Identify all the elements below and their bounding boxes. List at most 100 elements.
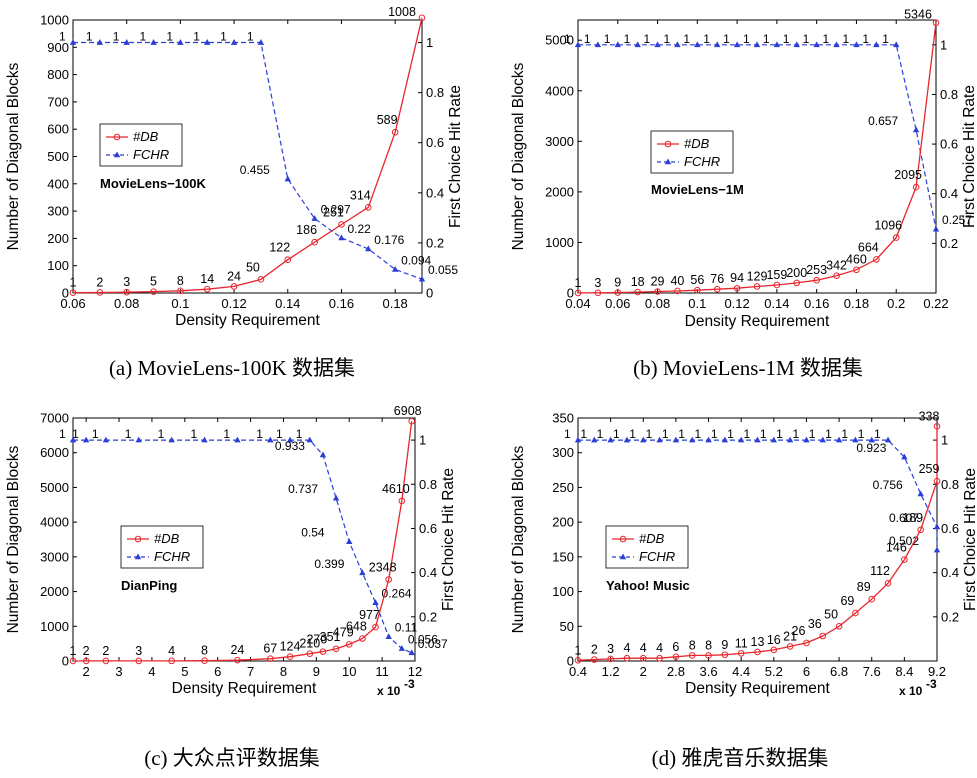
y-left-tick-label: 400 [47, 176, 69, 191]
fchr-point [372, 599, 379, 605]
db-point [391, 128, 399, 136]
fchr-data-label: 1 [858, 427, 865, 441]
db-data-label: 8 [689, 638, 696, 652]
y-left-tick-label: 100 [47, 258, 69, 273]
fchr-point [306, 436, 313, 443]
fchr-point [574, 41, 582, 48]
db-data-label: 2 [96, 275, 103, 289]
x-tick-label: 0.14 [764, 296, 789, 311]
y-right-tick-label: 0.4 [941, 565, 959, 580]
fchr-point [640, 436, 647, 443]
y-left-tick-label: 800 [47, 67, 69, 82]
legend: #DB FCHR [120, 525, 204, 569]
db-point [835, 622, 843, 630]
db-data-label: 76 [710, 272, 724, 286]
panel-caption: (b) MovieLens-1M 数据集 [633, 356, 863, 380]
db-point [884, 579, 892, 587]
x-tick-label: 0.12 [724, 296, 749, 311]
chart-panel-3: 2 3 4 5 6 7 8 9 10 11 1201000200030004000500060007… [5, 404, 457, 770]
fchr-data-label: 1 [776, 427, 783, 441]
fchr-data-label: 1 [743, 32, 750, 46]
fchr-point [868, 436, 875, 443]
y-right-tick-label: 1 [941, 433, 948, 448]
legend-db-marker [134, 535, 142, 543]
y-left-tick-label: 350 [552, 411, 574, 426]
x-tick-label: 7 [247, 664, 254, 679]
x-tick-label: 6.8 [830, 664, 848, 679]
db-point [733, 284, 741, 292]
db-point [69, 289, 77, 297]
fchr-point [853, 41, 860, 48]
y-left-tick-label: 900 [47, 40, 69, 55]
fchr-point [737, 436, 745, 443]
fchr-data-label: 1 [744, 427, 751, 441]
db-point [713, 285, 721, 293]
fchr-data-label: 1 [140, 30, 147, 44]
x-tick-label: 0.04 [565, 296, 590, 311]
y-right-tick-label: 0.8 [941, 477, 959, 492]
fchr-point [803, 436, 810, 443]
x-axis-label: Density Requirement [175, 312, 320, 329]
fchr-data-label: 0.756 [873, 478, 903, 492]
db-data-label: 186 [296, 223, 317, 237]
y-right-tick-label: 0.2 [941, 609, 959, 624]
fchr-data-label: 1 [644, 32, 651, 46]
x-tick-label: 4.4 [732, 664, 750, 679]
db-point [385, 576, 392, 583]
fchr-data-label: 1 [597, 427, 604, 441]
fchr-data-label: 0.176 [374, 233, 404, 247]
fchr-data-label: 1 [842, 32, 849, 46]
db-data-label: 40 [670, 274, 684, 288]
fchr-point [813, 41, 820, 48]
fchr-point [672, 436, 680, 443]
fchr-data-label: 1 [220, 30, 227, 44]
legend-db-marker [619, 535, 627, 543]
y-left-axis-label: Number of Diagonal Blocks [5, 62, 22, 250]
db-point [594, 289, 602, 297]
db-data-label: 351 [320, 630, 341, 644]
fchr-point [614, 41, 621, 48]
x-tick-label: 0.16 [329, 296, 354, 311]
fchr-point [408, 649, 415, 656]
fchr-point [418, 275, 426, 282]
x-tick-label: 0.08 [645, 296, 670, 311]
fchr-data-label: 1 [158, 427, 165, 441]
fchr-point [773, 41, 781, 48]
db-data-label: 6908 [394, 404, 422, 418]
y-left-tick-label: 0 [567, 286, 574, 301]
y-left-tick-label: 7000 [40, 411, 69, 426]
db-data-label: 342 [826, 259, 847, 273]
fchr-data-label: 1 [564, 427, 571, 441]
fchr-data-label: 1 [580, 427, 587, 441]
db-data-label: 2 [102, 644, 109, 658]
db-point [230, 283, 238, 290]
fchr-point [346, 538, 353, 545]
db-data-label: 18 [631, 275, 645, 289]
db-data-label: 159 [766, 268, 787, 282]
db-point [267, 655, 274, 662]
db-data-label: 94 [730, 271, 744, 285]
db-point [286, 653, 294, 660]
db-data-label: 50 [824, 607, 838, 621]
fchr-data-label: 1 [803, 32, 810, 46]
db-data-label: 1008 [388, 5, 416, 19]
db-point [607, 655, 614, 663]
fchr-point [933, 523, 941, 530]
fchr-data-label: 1 [662, 427, 669, 441]
panel-caption: (d) 雅虎音乐数据集 [652, 746, 829, 770]
db-data-label: 4 [168, 644, 175, 658]
db-data-label: 4 [640, 641, 647, 655]
db-data-label: 89 [857, 580, 871, 594]
fchr-data-label: 1 [723, 32, 730, 46]
y-left-tick-label: 3000 [40, 549, 69, 564]
db-point [257, 276, 265, 283]
db-data-label: 8 [177, 274, 184, 288]
db-data-label: 50 [246, 260, 260, 274]
legend-db-marker [664, 140, 672, 148]
fchr-point [365, 245, 372, 252]
fchr-data-label: 1 [247, 30, 254, 44]
db-point [623, 654, 631, 662]
fchr-point [912, 126, 920, 133]
y-left-tick-label: 6000 [40, 445, 69, 460]
x-tick-label: 0.4 [569, 664, 587, 679]
